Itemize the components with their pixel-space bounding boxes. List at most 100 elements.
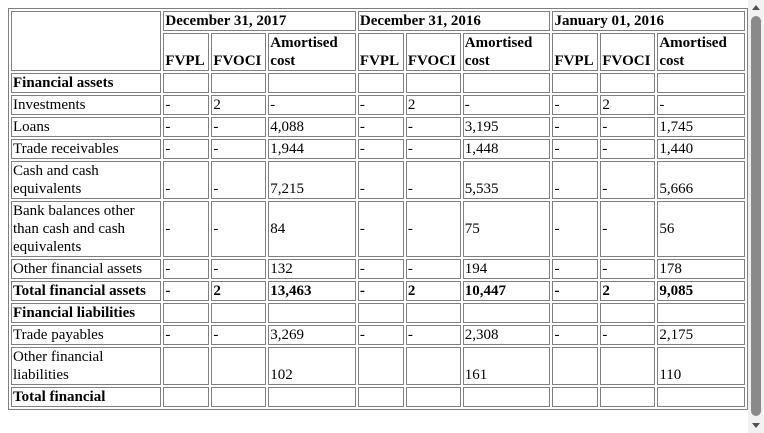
value-cell: 2 <box>600 95 656 115</box>
value-cell: - <box>357 259 404 279</box>
amortised-cost-header: Amortised cost <box>657 33 745 71</box>
value-cell: 110 <box>657 347 745 385</box>
value-cell: - <box>657 95 745 115</box>
scrollbar-thumb[interactable] <box>751 16 761 416</box>
value-cell <box>600 347 656 385</box>
section-row-financial-liabilities: Financial liabilities <box>11 303 745 323</box>
value-cell: 132 <box>268 259 356 279</box>
value-cell: - <box>552 201 599 257</box>
value-cell: - <box>552 161 599 199</box>
value-cell: - <box>405 139 461 159</box>
column-header-row: FVPL FVOCI Amortised cost FVPL FVOCI Amo… <box>11 33 745 71</box>
value-cell: 3,195 <box>462 117 551 137</box>
value-cell: 178 <box>657 259 745 279</box>
value-cell: - <box>357 139 404 159</box>
period-header-row: December 31, 2017 December 31, 2016 Janu… <box>11 11 745 71</box>
section-label: Financial assets <box>11 73 162 93</box>
value-cell: - <box>552 117 599 137</box>
value-cell: - <box>211 161 267 199</box>
row-label: Bank balances other than cash and cash e… <box>11 201 162 257</box>
value-cell <box>552 347 599 385</box>
value-cell: - <box>357 281 404 301</box>
value-cell: 3,269 <box>268 325 356 345</box>
triangle-up-icon <box>752 5 760 10</box>
value-cell: 2,308 <box>462 325 551 345</box>
value-cell: - <box>163 161 210 199</box>
value-cell: - <box>357 161 404 199</box>
empty-cell <box>405 387 461 407</box>
value-cell: - <box>552 95 599 115</box>
empty-cell <box>657 387 745 407</box>
value-cell: - <box>405 117 461 137</box>
value-cell: - <box>552 325 599 345</box>
value-cell: - <box>211 259 267 279</box>
value-cell: - <box>163 95 210 115</box>
table-row: Loans - - 4,088 - - 3,195 - - 1,745 <box>11 117 745 137</box>
empty-cell <box>552 73 599 93</box>
value-cell: - <box>357 325 404 345</box>
empty-cell <box>552 303 599 323</box>
empty-cell <box>657 73 745 93</box>
empty-cell <box>462 387 551 407</box>
empty-cell <box>657 303 745 323</box>
table-row: Other financial liabilities 102 161 110 <box>11 347 745 385</box>
value-cell: 56 <box>657 201 745 257</box>
value-cell: - <box>600 161 656 199</box>
value-cell: - <box>211 117 267 137</box>
empty-cell <box>462 73 551 93</box>
value-cell: - <box>163 325 210 345</box>
value-cell: 161 <box>462 347 551 385</box>
value-cell: 1,440 <box>657 139 745 159</box>
row-label: Trade receivables <box>11 139 162 159</box>
total-row: Total financial <box>11 387 745 407</box>
value-cell <box>163 347 210 385</box>
value-cell: 2 <box>405 281 461 301</box>
value-cell: - <box>600 259 656 279</box>
table-row: Cash and cash equivalents - - 7,215 - - … <box>11 161 745 199</box>
empty-cell <box>211 387 267 407</box>
value-cell: 2 <box>211 281 267 301</box>
scroll-down-button[interactable] <box>748 417 764 433</box>
section-label: Financial liabilities <box>11 303 162 323</box>
scroll-up-button[interactable] <box>748 0 764 16</box>
value-cell: 13,463 <box>268 281 356 301</box>
value-cell: 75 <box>462 201 551 257</box>
empty-cell <box>357 73 404 93</box>
row-label: Cash and cash equivalents <box>11 161 162 199</box>
value-cell: - <box>405 201 461 257</box>
value-cell: - <box>552 281 599 301</box>
vertical-scrollbar[interactable] <box>748 0 764 433</box>
row-label: Total financial assets <box>11 281 162 301</box>
value-cell: - <box>600 117 656 137</box>
value-cell: 1,944 <box>268 139 356 159</box>
value-cell: - <box>405 259 461 279</box>
section-row-financial-assets: Financial assets <box>11 73 745 93</box>
empty-cell <box>357 387 404 407</box>
empty-cell <box>211 303 267 323</box>
period-header: December 31, 2017 <box>163 11 356 31</box>
table-row: Other financial assets - - 132 - - 194 -… <box>11 259 745 279</box>
value-cell: 5,535 <box>462 161 551 199</box>
fvoci-header: FVOCI <box>600 33 656 71</box>
fvoci-header: FVOCI <box>211 33 267 71</box>
value-cell: 10,447 <box>462 281 551 301</box>
fvpl-header: FVPL <box>163 33 210 71</box>
value-cell: 102 <box>268 347 356 385</box>
row-label: Other financial assets <box>11 259 162 279</box>
empty-cell <box>268 303 356 323</box>
empty-cell <box>163 387 210 407</box>
amortised-cost-header: Amortised cost <box>268 33 356 71</box>
value-cell: - <box>163 139 210 159</box>
document-viewport: December 31, 2017 December 31, 2016 Janu… <box>8 8 748 410</box>
value-cell: 194 <box>462 259 551 279</box>
value-cell: 2 <box>211 95 267 115</box>
row-label: Trade payables <box>11 325 162 345</box>
value-cell: - <box>462 95 551 115</box>
value-cell: 2 <box>600 281 656 301</box>
value-cell: - <box>357 95 404 115</box>
empty-cell <box>405 303 461 323</box>
value-cell: - <box>211 139 267 159</box>
value-cell: 2 <box>405 95 461 115</box>
value-cell: 1,745 <box>657 117 745 137</box>
table-row: Trade payables - - 3,269 - - 2,308 - - 2… <box>11 325 745 345</box>
